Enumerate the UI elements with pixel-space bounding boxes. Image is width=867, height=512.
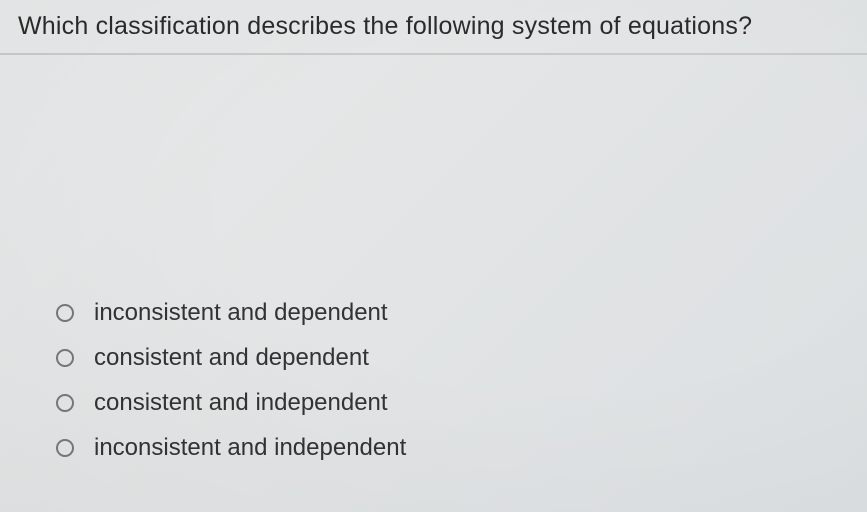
- option-label: inconsistent and independent: [94, 434, 406, 462]
- radio-button[interactable]: [56, 349, 74, 367]
- option-label: consistent and independent: [94, 389, 388, 417]
- option-row[interactable]: consistent and independent: [56, 389, 406, 417]
- radio-button[interactable]: [56, 439, 74, 457]
- question-text: Which classification describes the follo…: [18, 12, 849, 41]
- radio-button[interactable]: [56, 394, 74, 412]
- option-row[interactable]: inconsistent and dependent: [56, 299, 406, 327]
- option-label: consistent and dependent: [94, 344, 369, 372]
- radio-button[interactable]: [56, 304, 74, 322]
- option-label: inconsistent and dependent: [94, 299, 388, 327]
- question-container: Which classification describes the follo…: [0, 0, 867, 55]
- option-row[interactable]: inconsistent and independent: [56, 434, 406, 462]
- option-row[interactable]: consistent and dependent: [56, 344, 406, 372]
- options-list: inconsistent and dependent consistent an…: [56, 299, 406, 462]
